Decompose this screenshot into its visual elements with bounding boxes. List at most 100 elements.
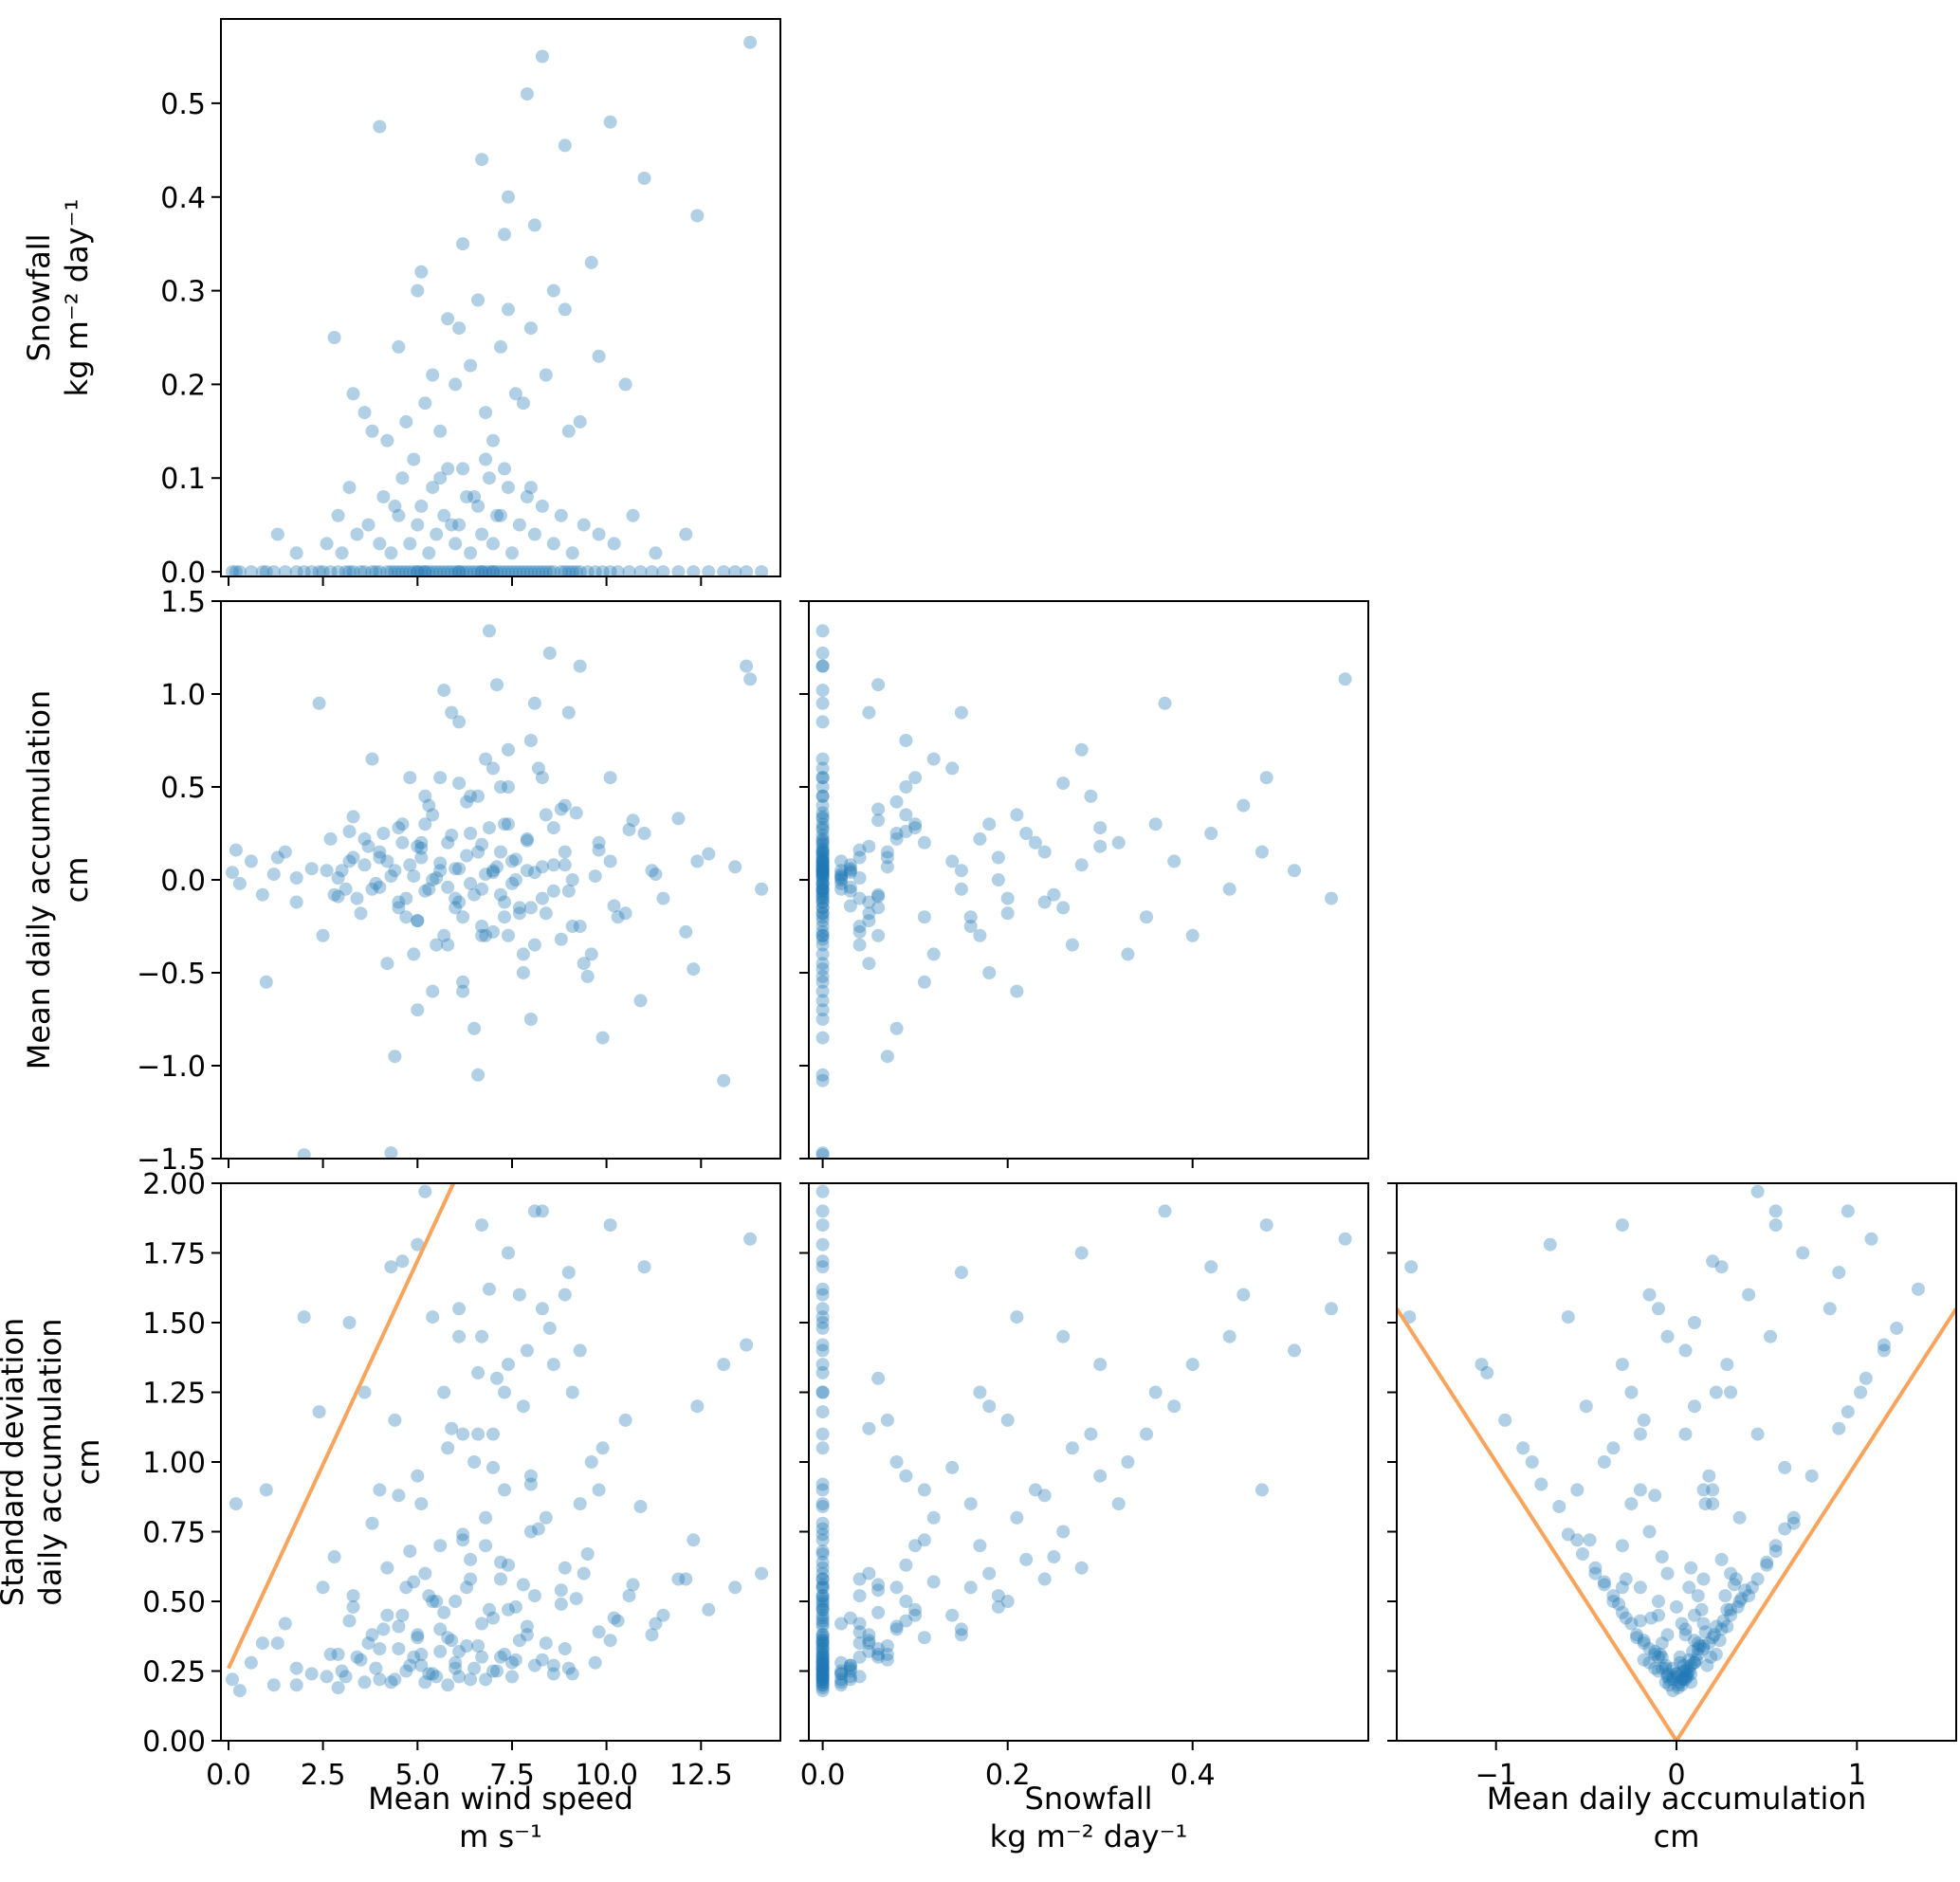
data-point [1675,1617,1689,1631]
data-point [889,1622,904,1636]
data-point [815,873,830,886]
data-point [422,798,436,813]
data-point [862,906,876,921]
data-point [422,546,436,560]
data-point [561,884,576,898]
data-point [690,1399,705,1414]
data-point [815,891,830,905]
data-point [357,565,372,577]
data-point [505,854,519,868]
data-point [226,565,239,577]
data-point [346,565,360,577]
data-point [815,852,830,867]
data-point [523,565,538,577]
data-point [1338,672,1352,686]
data-point [414,1658,429,1672]
data-point [815,1589,830,1603]
data-point [327,331,341,344]
data-point [687,962,701,977]
data-point [671,1572,686,1586]
data-point [475,1617,489,1631]
data-point [1660,1566,1675,1581]
data-point [508,565,522,577]
data-point [1255,1483,1269,1497]
data-point [399,1664,413,1678]
data-point [815,856,830,870]
data-point [365,752,379,766]
data-point [414,265,429,279]
data-point [871,813,886,828]
data-point [815,1628,830,1642]
y-axis-label: cm [70,1439,106,1486]
data-point [512,518,526,532]
data-point [395,1608,410,1622]
data-point [815,1321,830,1335]
data-point [945,1460,960,1474]
data-point [278,1617,292,1631]
data-point [815,1316,830,1329]
data-point [815,868,830,882]
data-point [815,1661,830,1675]
data-point [815,1516,830,1530]
data-point [815,1146,830,1160]
data-point [1660,1670,1675,1684]
data-point [1074,1561,1089,1575]
data-point [1706,1631,1720,1645]
data-point [954,882,968,896]
data-point [815,1642,830,1655]
data-point [395,835,410,850]
data-point [1633,1614,1647,1628]
data-point [815,1619,830,1634]
data-point [229,1497,243,1511]
data-point [1158,696,1172,710]
data-point [603,1218,617,1233]
data-point [815,1661,830,1675]
data-point [815,1544,830,1559]
data-point [815,869,830,884]
data-point [1570,1533,1584,1547]
data-point [1111,1497,1126,1511]
data-point [1696,1639,1711,1653]
data-point [1745,1581,1759,1595]
data-point [1236,798,1251,813]
data-point [607,1611,621,1625]
data-point [889,1581,904,1595]
data-point [815,1555,830,1569]
data-point [380,957,394,971]
data-point [1111,835,1126,850]
data-point [331,565,345,577]
data-point [607,899,621,913]
data-point [539,808,553,822]
data-point [843,884,857,898]
data-point [1019,1552,1034,1566]
data-point [554,565,568,577]
data-point [486,866,500,880]
data-point [270,1636,284,1651]
data-point [815,1661,830,1675]
data-point [899,825,913,838]
data-point [982,966,997,979]
data-point [494,508,507,522]
data-point [1688,1655,1701,1670]
data-point [1259,1218,1273,1233]
data-point [1700,1658,1714,1672]
data-point [392,1642,406,1655]
data-point [1673,1650,1687,1664]
data-point [1684,1658,1698,1672]
data-point [626,813,640,828]
data-point [452,321,467,336]
data-point [422,1667,436,1681]
data-point [1475,1358,1489,1372]
data-point [1655,1636,1669,1651]
data-point [1074,858,1089,872]
data-point [728,1581,742,1595]
data-point [649,868,663,882]
data-point [815,1658,830,1672]
data-point [815,1617,830,1631]
data-point [449,537,463,551]
data-point [815,1636,830,1651]
y-tick-label: 0.5 [160,772,206,805]
data-point [418,565,432,577]
data-point [1768,1204,1783,1218]
data-point [1028,1483,1042,1497]
